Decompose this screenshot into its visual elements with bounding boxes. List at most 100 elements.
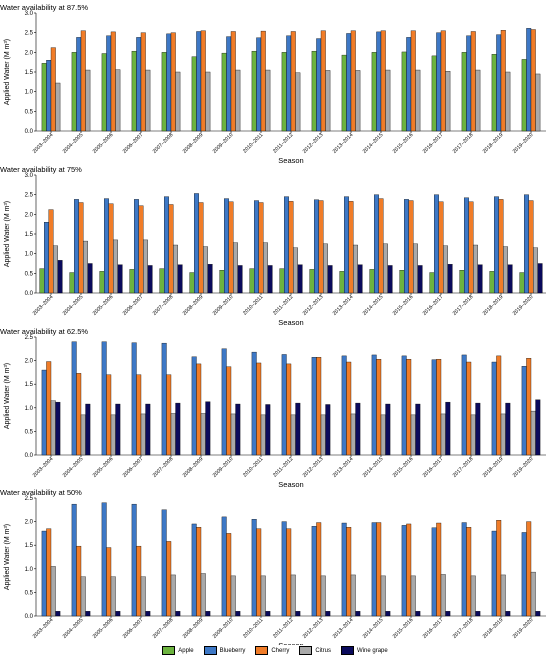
x-tick-label: 2019–2020 <box>512 456 535 479</box>
x-tick-label: 2017–2018 <box>452 456 475 479</box>
bar-wine-grape <box>87 263 93 294</box>
x-tick-label: 2009–2010 <box>212 617 235 640</box>
bar-blueberry <box>221 348 227 456</box>
x-tick-label: 2014–2015 <box>362 294 385 317</box>
bar-cherry <box>318 200 324 294</box>
y-axis-label: Applied Water (M m³) <box>4 201 11 267</box>
x-tick-label: 2014–2015 <box>362 132 385 155</box>
x-tick-label: 2017–2018 <box>452 617 475 640</box>
x-tick-label: 2010–2011 <box>242 294 264 316</box>
x-tick-label: 2015–2016 <box>392 132 415 155</box>
x-tick-label: 2017–2018 <box>452 132 475 155</box>
bar-cherry <box>408 200 414 294</box>
bar-wine-grape <box>475 611 481 617</box>
bar-apple <box>371 52 377 132</box>
bar-citrus <box>175 71 181 132</box>
legend-item-apple: Apple <box>162 646 194 655</box>
bar-blueberry <box>101 341 107 456</box>
bar-apple <box>219 270 225 294</box>
bar-cherry <box>500 30 506 132</box>
bar-citrus <box>110 576 116 617</box>
bar-wine-grape <box>445 401 451 456</box>
bar-wine-grape <box>177 264 183 294</box>
bar-wine-grape <box>265 611 271 617</box>
bar-wine-grape <box>205 401 211 456</box>
bar-blueberry <box>41 369 47 456</box>
x-tick-label: 2007–2008 <box>152 456 175 479</box>
bar-cherry <box>320 30 326 132</box>
bar-citrus <box>290 414 296 456</box>
bar-blueberry <box>341 355 347 456</box>
bar-blueberry <box>134 199 139 294</box>
bar-apple <box>429 272 435 294</box>
bar-citrus <box>445 71 451 132</box>
bar-cherry <box>228 201 234 294</box>
bar-blueberry <box>461 522 467 617</box>
bar-citrus <box>443 245 448 294</box>
y-tick-label: 0.0 <box>25 453 34 459</box>
bar-cherry <box>378 198 384 294</box>
bar-blueberry <box>524 194 529 294</box>
bar-wine-grape <box>235 403 241 456</box>
bar-blueberry <box>311 357 317 456</box>
bar-citrus <box>530 571 536 617</box>
bar-cherry <box>168 204 174 294</box>
x-tick-label: 2014–2015 <box>362 456 385 479</box>
bar-citrus <box>203 246 208 294</box>
bar-blueberry <box>131 503 137 617</box>
bar-blueberry <box>284 196 289 294</box>
bar-blueberry <box>496 34 502 132</box>
bar-wine-grape <box>505 611 511 617</box>
x-tick-label: 2018–2019 <box>482 456 505 479</box>
x-tick-label: 2009–2010 <box>212 294 235 317</box>
bar-cherry <box>80 30 86 132</box>
bar-apple <box>519 272 525 294</box>
bar-cherry <box>526 358 532 456</box>
bar-citrus <box>173 244 178 294</box>
bar-blueberry <box>131 342 137 456</box>
legend-swatch <box>299 646 313 655</box>
bar-blueberry <box>41 530 47 617</box>
bar-citrus <box>200 573 206 617</box>
y-tick-label: 2.0 <box>25 50 34 56</box>
bar-citrus <box>205 71 211 132</box>
x-tick-label: 2015–2016 <box>392 456 415 479</box>
bar-citrus <box>80 414 86 456</box>
bar-blueberry <box>286 35 292 132</box>
x-tick-label: 2015–2016 <box>392 617 415 640</box>
bar-blueberry <box>436 32 442 132</box>
y-tick-label: 2.0 <box>25 212 34 218</box>
bar-blueberry <box>104 198 109 294</box>
bar-wine-grape <box>235 611 241 617</box>
x-tick-label: 2009–2010 <box>212 132 235 155</box>
bar-apple <box>41 63 47 132</box>
x-tick-label: 2012–2013 <box>302 617 325 640</box>
panel-title: Water availability at 75% <box>0 165 82 174</box>
bar-blueberry <box>196 31 202 132</box>
bar-cherry <box>108 203 114 294</box>
bar-citrus <box>500 574 506 617</box>
bar-cherry <box>106 374 112 456</box>
bar-apple <box>521 59 527 132</box>
bar-wine-grape <box>55 401 61 456</box>
bar-cherry <box>110 31 116 132</box>
bar-blueberry <box>101 502 107 617</box>
bar-cherry <box>76 545 82 617</box>
bar-wine-grape <box>415 403 421 456</box>
bar-wine-grape <box>267 265 273 294</box>
bar-cherry <box>440 30 446 132</box>
x-tick-label: 2007–2008 <box>152 617 175 640</box>
legend-item-wine-grape: Wine grape <box>341 646 388 655</box>
bar-cherry <box>406 523 412 617</box>
bar-wine-grape <box>57 260 63 294</box>
bar-cherry <box>196 527 202 617</box>
bar-citrus <box>50 400 56 456</box>
x-tick-label: 2006–2007 <box>122 617 145 640</box>
bar-wine-grape <box>385 403 391 456</box>
bar-blueberry <box>224 198 229 294</box>
bar-cherry <box>106 547 112 617</box>
x-tick-label: 2010–2011 <box>242 132 264 154</box>
bar-citrus <box>85 69 91 132</box>
bar-wine-grape <box>385 611 391 617</box>
bar-wine-grape <box>295 402 301 456</box>
